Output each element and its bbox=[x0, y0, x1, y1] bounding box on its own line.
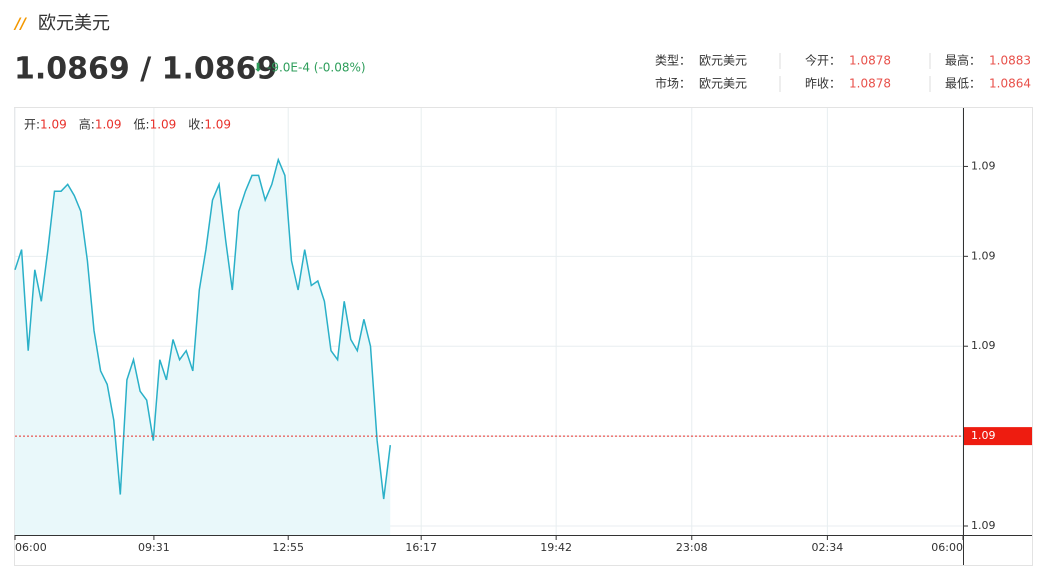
info-label: 昨收： bbox=[805, 77, 841, 91]
info-label: 最低： bbox=[945, 77, 981, 91]
last-price-tag bbox=[964, 427, 1032, 446]
area-fill bbox=[15, 159, 391, 535]
price-line bbox=[14, 157, 392, 500]
down-arrow: ⬇ bbox=[253, 61, 263, 75]
info-label: 类型： bbox=[655, 54, 691, 68]
ohlc-label: 收: bbox=[188, 118, 204, 132]
ohlc-value: 1.09 bbox=[150, 118, 177, 132]
price: 1.0869 / 1.0869 bbox=[14, 52, 277, 87]
x-tick-label: 09:31 bbox=[138, 541, 170, 554]
last-price-label: 1.09 bbox=[971, 429, 996, 442]
x-tick-label: 16:17 bbox=[405, 541, 437, 554]
x-tick-label: 12:55 bbox=[272, 541, 304, 554]
x-tick-label: 06:00 bbox=[15, 541, 47, 554]
info-label: 最高： bbox=[945, 53, 981, 68]
info-value: 欧元美元 bbox=[699, 54, 747, 68]
logo-mark: // bbox=[13, 15, 27, 33]
ohlc-value: 1.09 bbox=[204, 118, 231, 132]
plot: 06:00 09:31 12:55 16:17 19:42 23:08 02:34 06:00… bbox=[14, 108, 1032, 565]
ohlc-label: 高: bbox=[79, 117, 95, 132]
info-value: 1.0878 bbox=[849, 77, 891, 91]
price-change: -9.0E-4 (-0.08%) bbox=[267, 61, 366, 75]
page-title: 欧元美元 bbox=[38, 13, 110, 34]
info-label: 市场： bbox=[655, 76, 691, 91]
info-value: 1.0864 bbox=[989, 77, 1031, 91]
ohlc-label: 开: bbox=[24, 118, 40, 132]
x-tick-label: 02:34 bbox=[812, 541, 844, 554]
ohlc-value: 1.09 bbox=[40, 118, 67, 132]
y-tick-label: 1.09 bbox=[971, 339, 996, 352]
ohlc-label: 低: bbox=[134, 118, 150, 132]
y-tick-label: 1.09 bbox=[971, 159, 996, 172]
x-tick-label: 06:00 bbox=[931, 541, 963, 554]
y-tick-label: 1.09 bbox=[971, 519, 996, 532]
ohlc-value: 1.09 bbox=[95, 118, 122, 132]
info-value: 1.0883 bbox=[989, 54, 1031, 68]
x-tick-label: 19:42 bbox=[540, 541, 572, 554]
x-tick-label: 23:08 bbox=[676, 541, 708, 554]
y-tick-label: 1.09 bbox=[971, 249, 996, 262]
info-label: 今开： bbox=[805, 53, 841, 68]
info-value: 1.0878 bbox=[849, 54, 891, 68]
info-value: 欧元美元 bbox=[699, 77, 747, 91]
